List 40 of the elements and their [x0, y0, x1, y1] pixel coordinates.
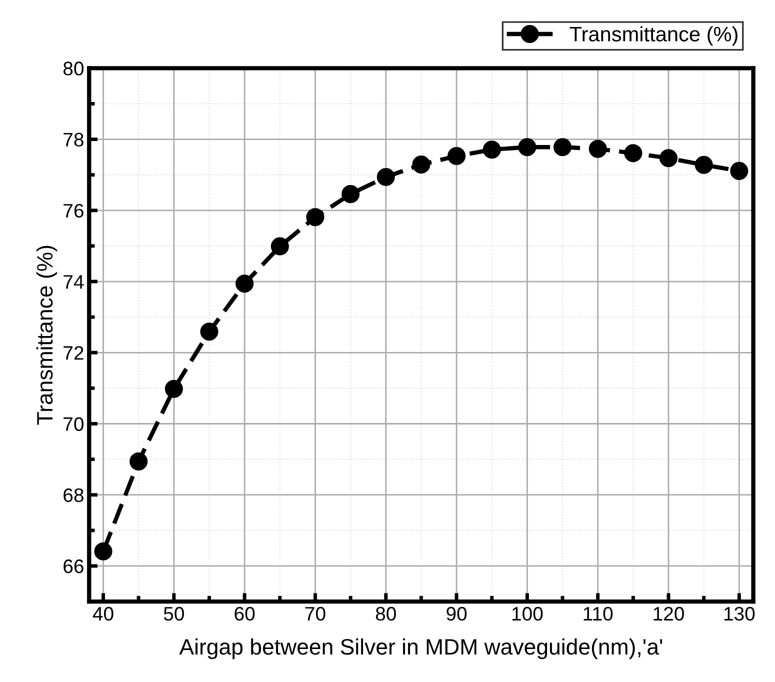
point	[554, 138, 572, 156]
y-tick-label: 72	[64, 346, 84, 360]
x-tick-label: 50	[164, 606, 184, 621]
point	[376, 168, 395, 186]
point	[482, 140, 501, 159]
point	[270, 237, 289, 256]
x-tick-label: 90	[446, 606, 467, 621]
x-tick-label: 60	[234, 606, 255, 621]
point	[448, 146, 466, 166]
y-axis-title: Transmittance (%)	[36, 246, 58, 425]
point	[164, 380, 183, 398]
point	[624, 144, 642, 162]
y-tick-label: 76	[64, 204, 84, 218]
point	[236, 274, 254, 293]
point	[588, 140, 607, 158]
y-tick-label: 78	[64, 132, 84, 147]
x-tick-label: 110	[584, 606, 613, 621]
x-tick-label: 100	[512, 606, 543, 621]
y-tick-label: 68	[64, 488, 84, 502]
point	[94, 542, 112, 560]
point	[130, 452, 148, 470]
y-tick-label: 70	[64, 417, 84, 431]
x-tick-label: 70	[305, 606, 326, 621]
x-tick-label: 80	[376, 606, 396, 621]
point	[306, 208, 324, 226]
point	[342, 185, 360, 204]
point	[412, 156, 430, 174]
legend-label: Transmittance (%)	[570, 26, 738, 46]
y-tick-label: 74	[64, 275, 84, 289]
point	[694, 156, 713, 174]
point	[730, 162, 748, 180]
x-tick-label: 40	[92, 606, 114, 621]
y-tick-label: 80	[63, 62, 84, 76]
x-tick-label: 120	[654, 606, 684, 621]
point	[200, 322, 218, 341]
point	[659, 149, 678, 168]
point	[518, 138, 536, 156]
x-tick-label: 130	[724, 606, 755, 621]
x-axis-title: Airgap between Silver in MDM waveguide(nm),'a'	[179, 638, 662, 660]
y-tick-label: 66	[64, 559, 84, 574]
